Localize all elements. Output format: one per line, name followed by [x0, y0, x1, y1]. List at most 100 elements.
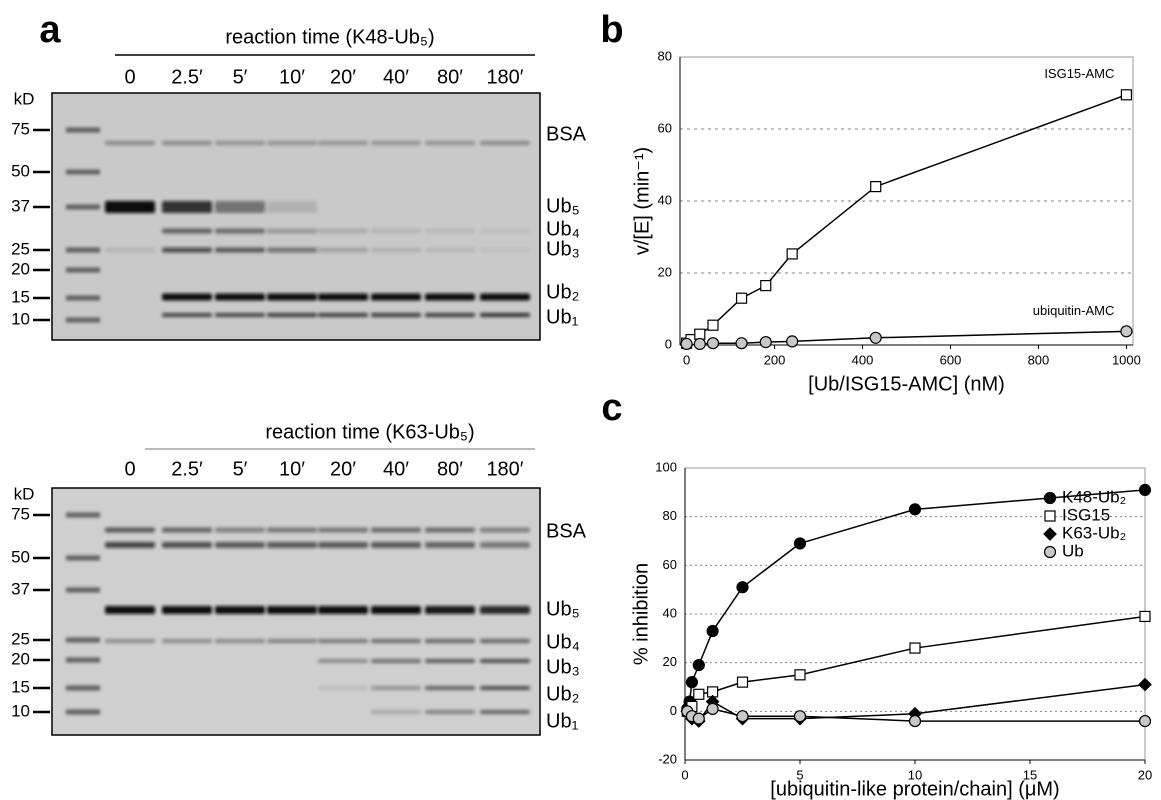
panel-label: a — [39, 9, 61, 51]
gel-band — [371, 686, 421, 690]
gel-band — [162, 293, 212, 301]
gel-band — [215, 313, 265, 317]
gel-band — [425, 141, 475, 145]
gel-image — [51, 92, 541, 341]
data-point — [1120, 325, 1133, 338]
lane-label: 40′ — [383, 458, 409, 480]
x-axis-label: [Ub/ISG15-AMC] (nM) — [808, 373, 1005, 395]
data-point — [693, 337, 706, 351]
gel-band — [105, 527, 155, 533]
lane-label: 180′ — [486, 458, 523, 480]
marker-label: 10 — [11, 309, 30, 328]
x-tick-label: 1000 — [1112, 352, 1141, 367]
band-label: BSA — [546, 123, 587, 145]
lane-label: 5′ — [233, 66, 248, 88]
legend-label: ISG15 — [1062, 505, 1110, 524]
gel-band — [371, 710, 421, 714]
gel-band — [267, 228, 317, 234]
marker-label: 10 — [11, 701, 30, 720]
data-point — [793, 710, 807, 723]
gel-band — [425, 293, 475, 301]
data-point — [1138, 483, 1152, 496]
data-point — [707, 319, 719, 331]
legend-marker — [1044, 510, 1056, 522]
gel-band — [425, 606, 475, 614]
series-line — [686, 615, 1146, 712]
data-point — [693, 688, 705, 700]
gel-band — [105, 606, 155, 614]
gel-band — [318, 141, 368, 145]
gel-band — [480, 247, 530, 253]
legend-marker — [1043, 527, 1057, 541]
gel-band — [371, 659, 421, 663]
lane-label: 0 — [124, 458, 135, 480]
lane-label: 80′ — [437, 458, 463, 480]
x-tick-label: 0 — [683, 352, 690, 367]
data-point — [1138, 714, 1152, 728]
marker-label: 25 — [11, 629, 30, 648]
y-tick-label: 60 — [658, 120, 672, 135]
x-axis-label: [ubiquitin-like protein/chain] (μM) — [770, 778, 1059, 800]
data-point — [692, 712, 705, 725]
marker-label: 20 — [11, 649, 30, 668]
gel-band — [425, 228, 475, 234]
y-tick-label: 0 — [665, 336, 672, 351]
y-tick-label: 100 — [655, 459, 677, 474]
ladder-band — [66, 512, 100, 518]
marker-label: 15 — [11, 677, 30, 696]
band-label: Ub₅ — [546, 598, 580, 620]
y-tick-label: 20 — [658, 264, 672, 279]
data-point — [1139, 610, 1151, 623]
ladder-band — [66, 247, 100, 253]
gel-band — [425, 313, 475, 317]
gel-band — [480, 710, 530, 714]
ladder-band — [66, 317, 100, 323]
lane-label: 2.5′ — [171, 66, 203, 88]
gel-band — [162, 247, 212, 253]
marker-label: 25 — [11, 239, 30, 258]
band-label: Ub₄ — [546, 218, 580, 240]
x-tick-label: 10 — [908, 767, 922, 782]
gel-band — [267, 606, 317, 614]
lane-label: 80′ — [437, 66, 463, 88]
gel-band — [267, 141, 317, 145]
data-point — [908, 714, 922, 728]
gel-band — [215, 293, 265, 301]
gel-band — [105, 639, 155, 643]
panel-label: c — [601, 387, 622, 429]
data-point — [870, 181, 882, 193]
gel-band — [215, 228, 265, 234]
ladder-band — [66, 295, 100, 301]
data-point — [786, 248, 798, 260]
data-point — [786, 335, 799, 348]
lane-label: 10′ — [279, 66, 305, 88]
data-point — [1120, 89, 1133, 101]
gel-band — [371, 606, 421, 614]
panel-label: b — [600, 9, 623, 51]
data-point — [685, 676, 699, 689]
band-label: Ub₁ — [546, 306, 579, 328]
lane-label: 40′ — [383, 66, 409, 88]
series-label: ubiquitin-AMC — [1033, 303, 1115, 318]
marker-label: 37 — [11, 196, 30, 215]
ladder-band — [66, 685, 100, 691]
legend-marker — [1043, 491, 1057, 505]
lane-label: 2.5′ — [171, 458, 203, 480]
gel-band — [318, 313, 368, 317]
gel-band — [371, 247, 421, 253]
data-point — [869, 331, 882, 344]
gel-band — [267, 527, 317, 533]
gel-band — [318, 527, 368, 533]
gel-band — [371, 141, 421, 145]
marker-label: 50 — [11, 161, 30, 180]
data-point — [735, 337, 748, 350]
gel-band — [318, 293, 368, 301]
gel-band — [480, 606, 530, 614]
legend-marker — [1043, 545, 1057, 559]
gel-band — [162, 141, 212, 145]
gel-band — [162, 228, 212, 234]
data-point — [759, 336, 772, 349]
data-point — [793, 537, 807, 550]
gel-band — [425, 686, 475, 690]
gel-band — [480, 313, 530, 317]
